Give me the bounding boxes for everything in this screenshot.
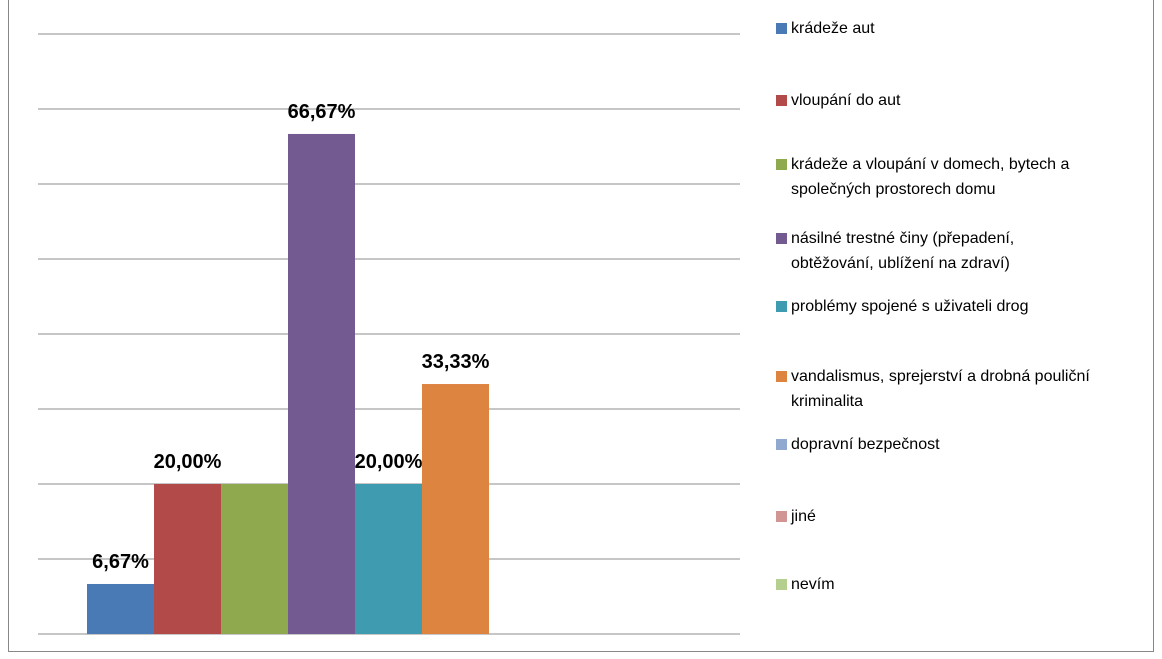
legend-item: násilné trestné činy (přepadení, obtěžová…: [776, 226, 1156, 276]
bar-2: [221, 484, 288, 634]
legend-label: nevím: [791, 576, 835, 593]
bar-0: [87, 583, 154, 634]
legend-label: násilné trestné činy (přepadení, obtěžová…: [791, 230, 1015, 272]
legend-item: dopravní bezpečnost: [776, 432, 1156, 457]
data-label-5: 33,33%: [422, 351, 490, 373]
legend-label: vandalismus, sprejerství a drobná poulič…: [791, 368, 1090, 410]
data-label-0: 6,67%: [92, 551, 149, 573]
legend-swatch: [776, 439, 787, 450]
legend-swatch: [776, 579, 787, 590]
legend-swatch: [776, 371, 787, 382]
data-label-3: 66,67%: [288, 101, 356, 123]
bar-4: [355, 484, 422, 634]
legend-swatch: [776, 511, 787, 522]
legend-item: jiné: [776, 504, 1156, 529]
legend-item: problémy spojené s uživateli drog: [776, 294, 1156, 319]
legend-item: krádeže aut: [776, 16, 1156, 41]
legend-swatch: [776, 301, 787, 312]
bar-chart: 6,67% 20,00% 66,67% 20,00% 33,33%: [38, 33, 740, 635]
legend-item: krádeže a vloupání v domech, bytech a spo…: [776, 152, 1156, 202]
legend-label: krádeže aut: [791, 20, 875, 37]
legend-label: krádeže a vloupání v domech, bytech a spo…: [791, 156, 1070, 198]
legend-label: problémy spojené s uživateli drog: [791, 298, 1029, 315]
legend-item: vloupání do aut: [776, 88, 1156, 113]
legend-swatch: [776, 23, 787, 34]
bar-1: [154, 484, 221, 634]
bar-3: [288, 133, 355, 634]
legend-swatch: [776, 233, 787, 244]
data-label-1: 20,00%: [154, 451, 222, 473]
data-label-4: 20,00%: [355, 451, 423, 473]
legend-swatch: [776, 159, 787, 170]
legend-item: nevím: [776, 572, 1156, 597]
legend-label: jiné: [791, 508, 816, 525]
bar-5: [422, 384, 489, 634]
legend-label: dopravní bezpečnost: [791, 436, 940, 453]
chart-frame: [8, 0, 1154, 652]
legend-swatch: [776, 95, 787, 106]
legend-label: vloupání do aut: [791, 92, 901, 109]
legend-item: vandalismus, sprejerství a drobná poulič…: [776, 364, 1156, 414]
